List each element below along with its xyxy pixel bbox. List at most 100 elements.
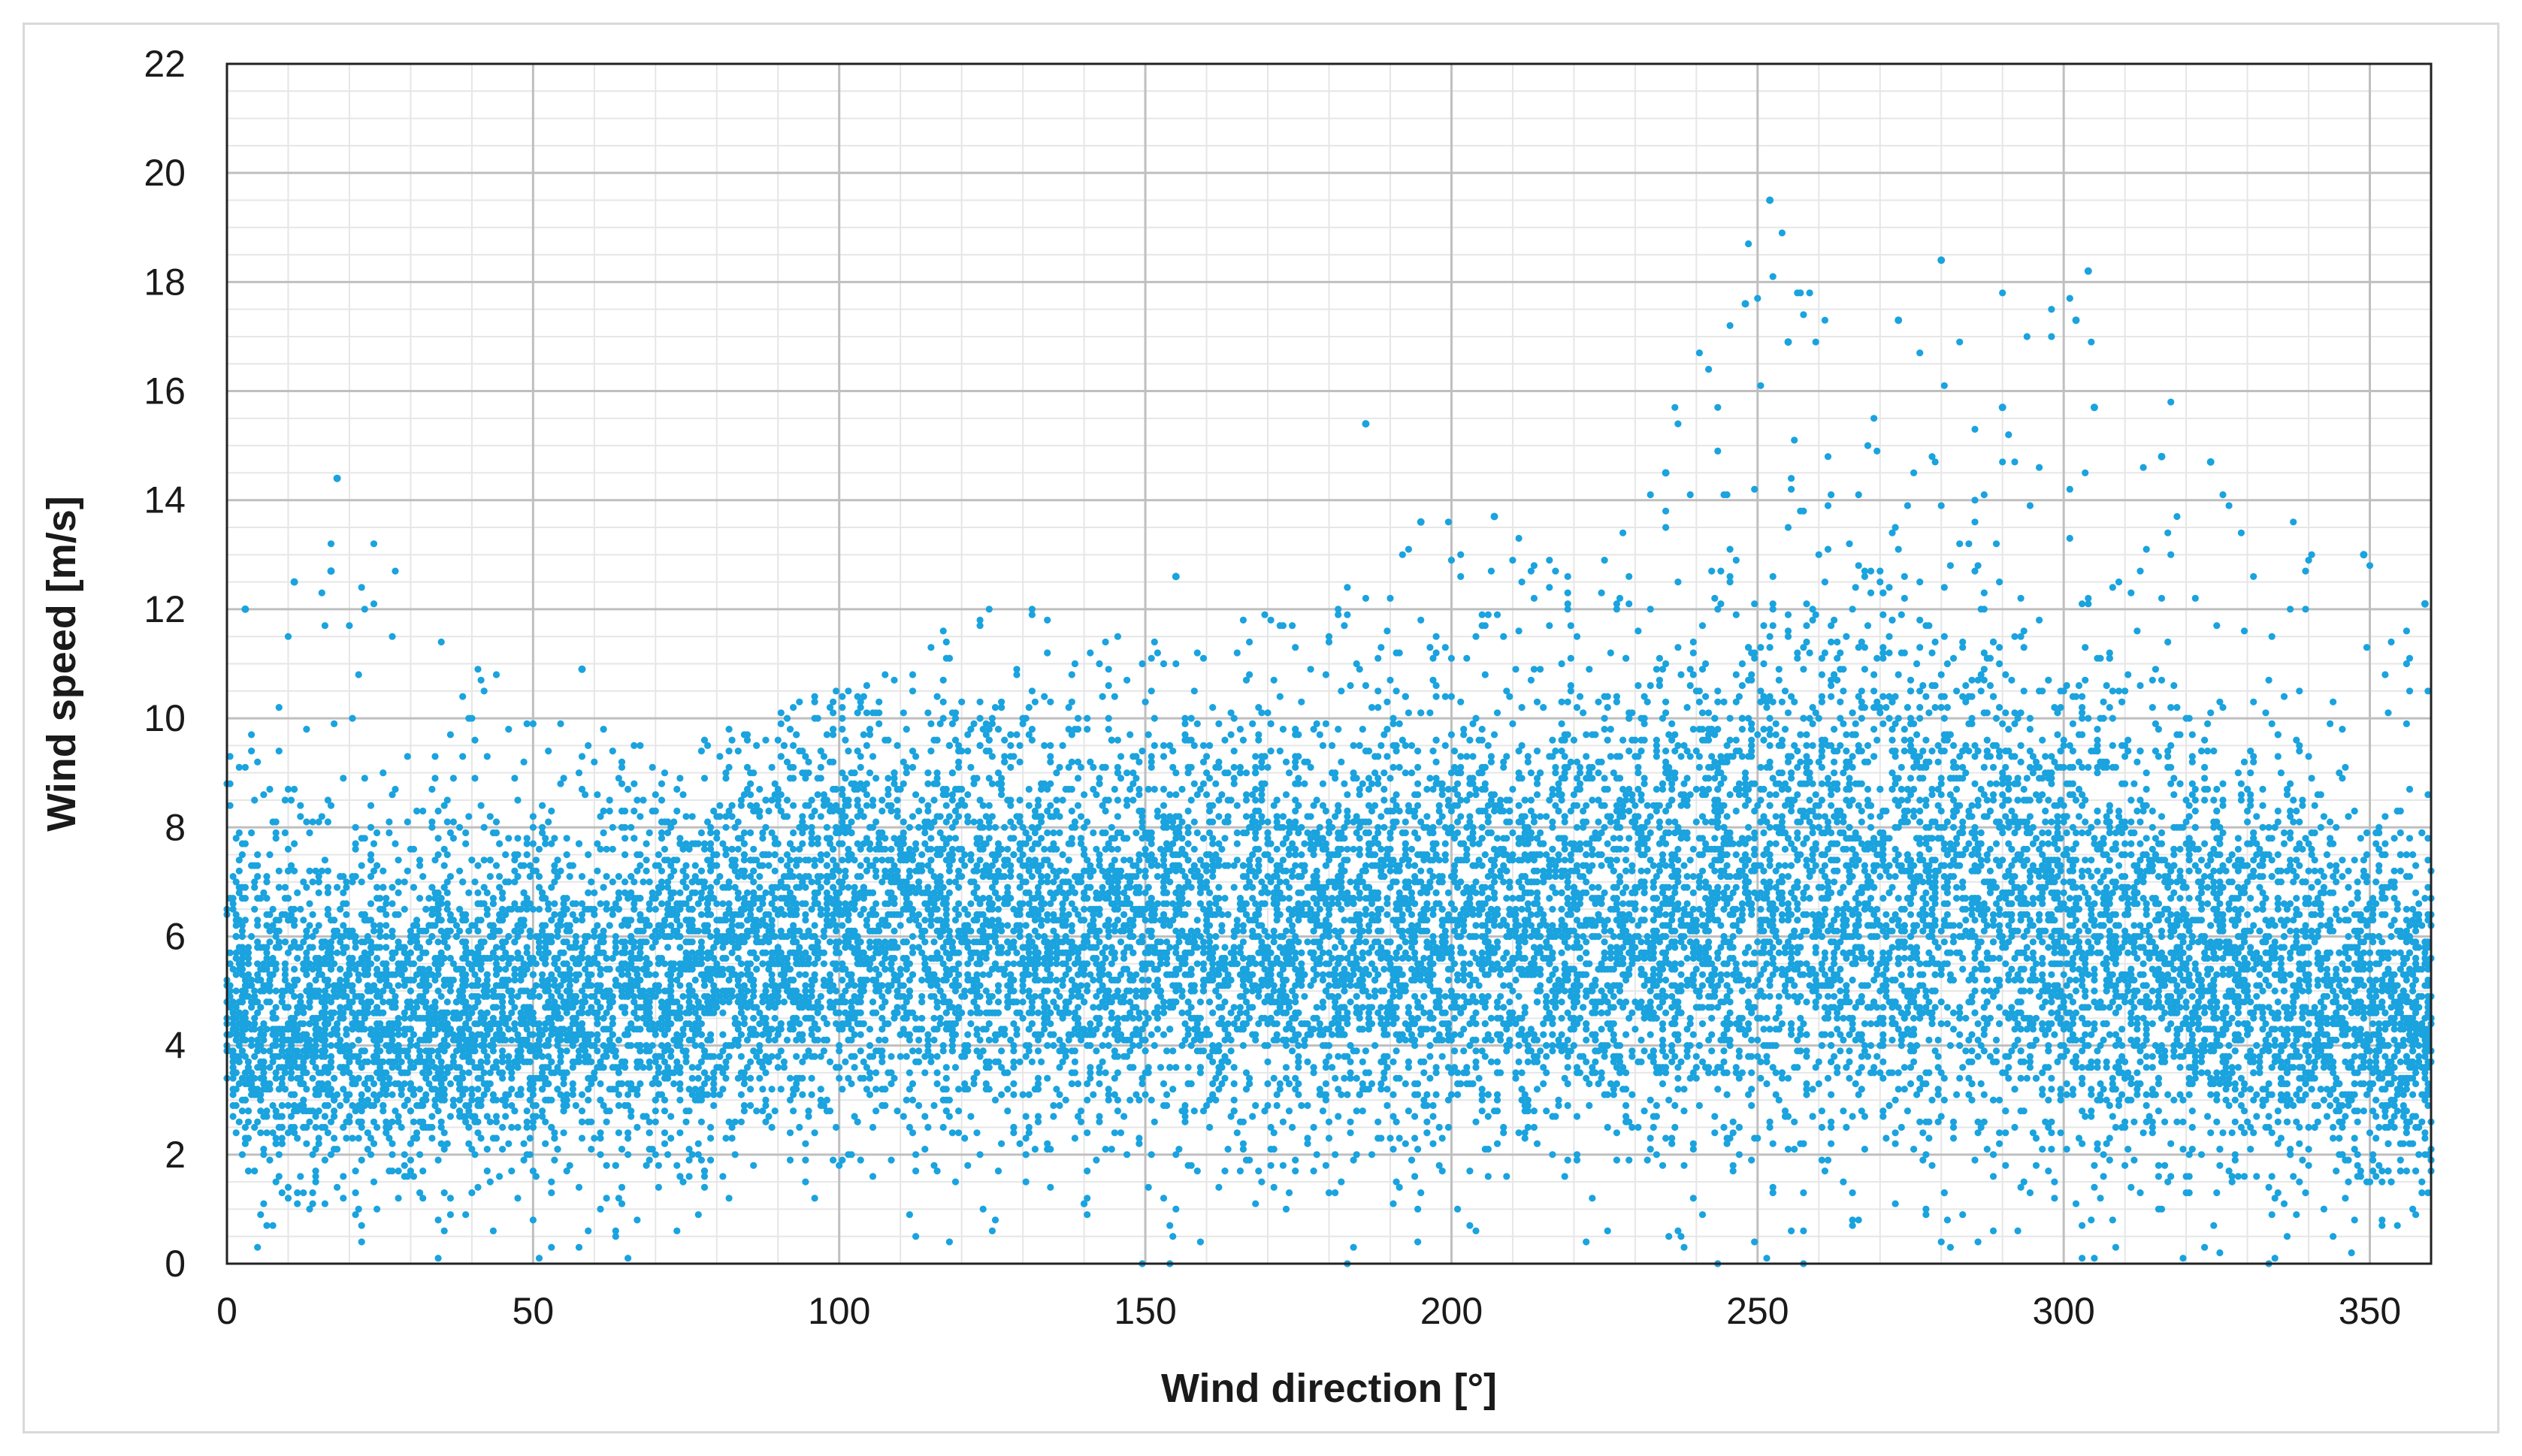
data-point (1396, 763, 1403, 771)
data-point (1937, 971, 1945, 978)
data-point (2262, 709, 2269, 717)
data-point (2277, 1047, 2285, 1055)
data-point (2357, 1168, 2364, 1175)
data-point (1784, 709, 1792, 717)
data-point (367, 900, 375, 908)
data-point (894, 840, 901, 847)
data-point (2029, 938, 2037, 946)
data-point (1812, 791, 1819, 799)
data-point (480, 856, 488, 864)
data-point (2060, 742, 2067, 750)
data-point (2207, 1091, 2215, 1098)
data-point (2094, 818, 2101, 826)
data-point (1105, 714, 1112, 722)
data-point (2048, 1086, 2055, 1093)
data-point (263, 1129, 271, 1137)
data-point (1965, 540, 1973, 548)
data-point (1022, 1151, 1030, 1158)
data-point (2308, 1086, 2315, 1093)
data-point (1882, 932, 1890, 941)
data-point (1996, 578, 2003, 586)
data-point (2409, 1091, 2417, 1098)
data-point (734, 748, 742, 755)
data-point (1004, 884, 1012, 891)
data-point (2240, 1173, 2248, 1180)
data-point (1187, 714, 1195, 722)
data-point (1879, 1058, 1887, 1065)
data-point (1365, 927, 1373, 935)
data-point (1390, 1146, 1397, 1153)
data-point (318, 589, 325, 597)
data-point (1797, 1140, 1804, 1147)
data-point (1794, 829, 1801, 837)
data-point (2277, 769, 2285, 777)
data-point (762, 1118, 770, 1125)
data-point (1056, 829, 1063, 837)
data-point (1084, 1129, 1091, 1137)
data-point (1172, 927, 1180, 935)
data-point (551, 1069, 558, 1077)
data-point (1745, 1020, 1752, 1028)
data-point (1892, 873, 1899, 881)
data-point (1377, 644, 1385, 651)
data-point (1190, 845, 1198, 853)
data-point (1368, 807, 1376, 815)
data-point (1396, 1134, 1403, 1142)
data-point (1619, 736, 1627, 744)
data-point (232, 932, 240, 941)
data-point (1242, 769, 1250, 777)
data-point (1041, 742, 1048, 750)
data-point (1380, 823, 1388, 831)
data-point (1580, 709, 1587, 717)
data-point (1426, 709, 1434, 717)
data-point (1390, 1091, 1397, 1098)
data-point (2360, 982, 2367, 989)
data-point (428, 1113, 436, 1120)
data-point (1855, 1069, 1862, 1077)
data-point (1084, 1211, 1091, 1219)
data-point (1876, 987, 1884, 995)
data-point (560, 1129, 567, 1137)
data-point (275, 748, 283, 755)
data-point (685, 1173, 693, 1180)
data-point (2333, 971, 2340, 978)
data-point (1564, 572, 1571, 581)
data-point (1148, 917, 1155, 924)
data-point (1038, 917, 1045, 924)
data-point (1279, 726, 1287, 733)
data-point (1576, 840, 1584, 847)
data-point (1778, 698, 1786, 705)
data-point (777, 927, 785, 935)
data-point (1001, 736, 1008, 744)
data-point (324, 1069, 331, 1077)
data-point (2216, 1249, 2224, 1257)
data-point (1723, 813, 1731, 820)
data-point (1873, 654, 1881, 662)
data-point (836, 1042, 843, 1050)
data-point (1637, 748, 1645, 755)
data-point (1986, 681, 1994, 690)
data-point (358, 835, 365, 842)
data-point (2403, 851, 2410, 859)
data-point (1751, 1238, 1758, 1246)
data-point (2173, 512, 2181, 521)
data-point (483, 1168, 491, 1175)
data-point (1772, 884, 1780, 891)
data-point (1429, 676, 1437, 684)
data-point (1689, 889, 1697, 896)
data-point (697, 829, 706, 837)
data-point (1154, 649, 1161, 657)
data-point (523, 1118, 531, 1125)
data-point (1053, 954, 1060, 962)
data-point (1310, 1168, 1317, 1175)
data-point (514, 949, 522, 956)
data-point (1604, 840, 1611, 847)
data-point (254, 1036, 262, 1044)
data-point (1487, 867, 1495, 875)
data-point (2234, 1173, 2242, 1180)
data-point (1493, 998, 1501, 1006)
data-point (1087, 649, 1094, 657)
data-point (1316, 731, 1323, 739)
data-point (1977, 1080, 1985, 1088)
data-point (254, 895, 262, 902)
